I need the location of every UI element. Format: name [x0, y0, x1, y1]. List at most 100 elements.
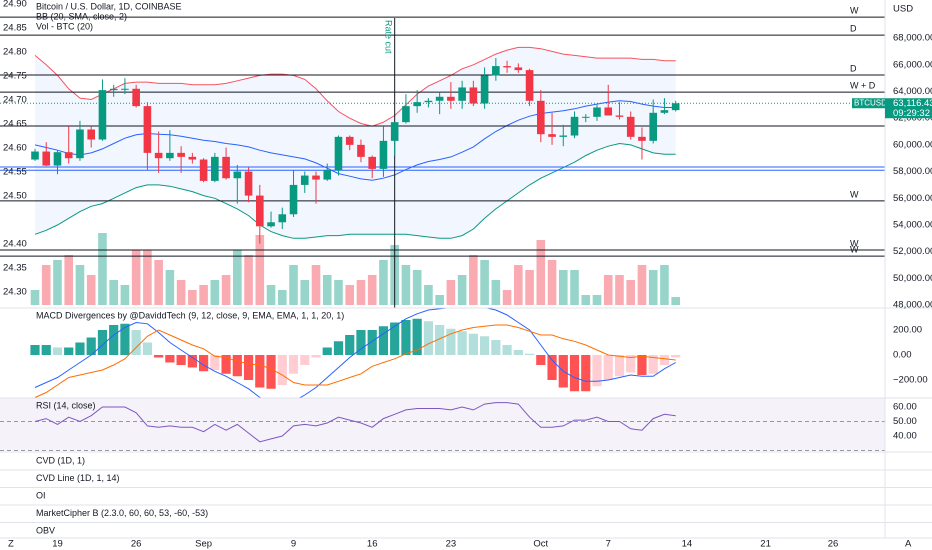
macd-bar [154, 355, 164, 358]
y2-tick-label: 24.55 [3, 167, 27, 178]
macd-bar [468, 333, 478, 355]
volume-bar [435, 295, 444, 305]
volume-bar [154, 260, 163, 305]
volume-bar [165, 270, 175, 305]
volume-bar [424, 285, 433, 305]
macd-bar [435, 325, 445, 355]
macd-bar [480, 336, 490, 355]
volume-bar [514, 265, 523, 305]
price-tag [885, 98, 932, 119]
y2-tick-label: 24.80 [3, 47, 27, 58]
y-tick-label: 50.00 [893, 416, 917, 427]
level-label: D [850, 63, 857, 73]
volume-bar [379, 260, 388, 305]
candle-body [424, 100, 433, 103]
volume-bar [367, 275, 377, 305]
y-tick-label: 54,000.00 [893, 219, 932, 230]
volume-bar [671, 297, 680, 305]
volume-bar [491, 280, 501, 305]
volume-bar [615, 275, 624, 305]
y-tick-label: 60,000.00 [893, 139, 932, 150]
candle-body [345, 136, 354, 145]
y2-tick-label: 24.60 [3, 143, 27, 154]
indicator-label: BB (20, SMA, close, 2) [36, 11, 127, 21]
level-label: W [850, 238, 859, 248]
candle-body [379, 140, 388, 169]
candle-body [649, 112, 657, 141]
volume-bar [502, 290, 512, 305]
candle-body [559, 135, 568, 137]
volume-bar [446, 280, 456, 305]
macd-bar [311, 355, 321, 358]
macd-bar [345, 335, 355, 355]
macd-bar [243, 355, 254, 380]
macd-bar [569, 355, 580, 392]
macd-bar [659, 355, 670, 365]
candle-body [604, 107, 613, 116]
indicator-label: Vol - BTC (20) [36, 21, 93, 31]
macd-bar [120, 323, 130, 355]
volume-bar [536, 240, 546, 305]
candle-body [368, 156, 376, 169]
x-tick-label: 21 [760, 539, 771, 550]
candle-body [548, 134, 556, 137]
volume-bar [41, 265, 51, 305]
macd-bar [142, 342, 152, 355]
y-tick-label: 52,000.00 [893, 246, 932, 257]
candle-body [671, 103, 680, 111]
candle-body [323, 170, 332, 180]
candle-body [109, 88, 118, 91]
candle-body [480, 75, 489, 104]
candle-body [581, 116, 590, 118]
volume-bar [109, 280, 118, 305]
macd-bar [187, 355, 197, 368]
volume-bar [581, 295, 591, 305]
level-label: W [850, 5, 859, 15]
level-label: W + D [850, 80, 876, 90]
candle-body [76, 129, 84, 159]
y-tick-label: 40.00 [893, 431, 917, 442]
candle-body [121, 88, 129, 90]
macd-bar [524, 353, 535, 355]
candle-body [199, 159, 208, 181]
macd-bar [41, 345, 51, 355]
x-tick-label: 19 [52, 539, 63, 550]
rsi-band [0, 398, 885, 451]
candle-body [166, 152, 174, 159]
candle-body [267, 222, 275, 227]
macd-bar [423, 321, 433, 355]
macd-bar [412, 318, 422, 355]
candle-body [42, 151, 51, 166]
macd-bar [614, 355, 625, 377]
y-tick-label: 68,000.00 [893, 33, 932, 44]
volume-bar [457, 275, 467, 305]
pane-label: CVD Line (1D, 1, 14) [36, 473, 120, 483]
macd-bar [671, 355, 681, 358]
macd-bar [648, 355, 658, 374]
macd-bar [536, 355, 546, 365]
volume-bar [603, 275, 613, 305]
volume-bar [53, 260, 62, 305]
y2-tick-label: 24.65 [3, 119, 27, 130]
candle-body [256, 195, 264, 227]
candle-body [154, 152, 163, 159]
rsi-line [34, 402, 676, 443]
candle-body [244, 171, 253, 196]
y2-tick-label: 24.85 [3, 23, 27, 34]
candle-body [53, 152, 62, 166]
macd-bar [322, 347, 332, 355]
macd-bar [64, 347, 74, 355]
candle-body [660, 110, 669, 113]
y-tick-label: 64,000.00 [893, 86, 932, 97]
candle-body [334, 136, 343, 171]
volume-bar [626, 280, 636, 305]
bb-line [34, 100, 676, 181]
volume-bar [334, 280, 343, 305]
y-tick-label: 56,000.00 [893, 193, 932, 204]
macd-bar [401, 320, 411, 355]
macd-bar [547, 355, 557, 380]
volume-bar [469, 255, 478, 305]
